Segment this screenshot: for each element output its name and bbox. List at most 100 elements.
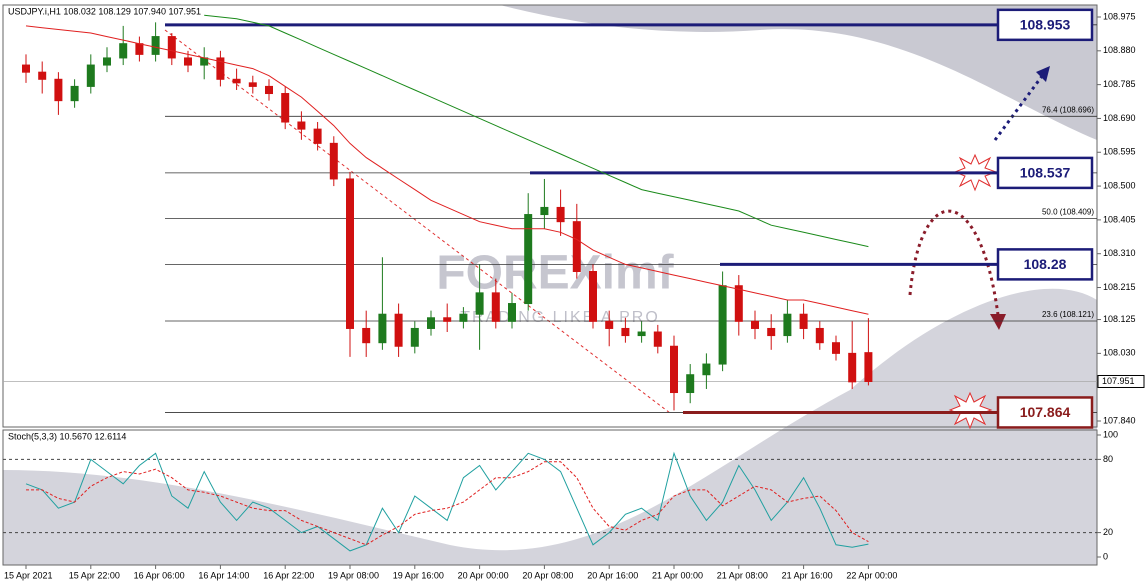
candle-body [508, 303, 516, 322]
y-tick-label: 108.975 [1103, 11, 1136, 21]
stoch-line [26, 461, 869, 546]
arrow [908, 209, 1000, 316]
level-label: 107.864 [1020, 404, 1071, 420]
bg-wave [500, 5, 1097, 140]
y-tick-label: 100 [1103, 429, 1118, 439]
candle-body [621, 327, 630, 337]
level-label: 108.953 [1020, 17, 1071, 33]
x-tick-label: 16 Apr 14:00 [198, 570, 249, 580]
candle-body [410, 327, 419, 347]
candle-body [394, 313, 403, 347]
moving-average [204, 14, 869, 248]
bg-wave [3, 288, 1097, 565]
arrow [993, 71, 1047, 141]
trend-line [164, 29, 671, 414]
x-tick-label: 15 Apr 2021 [4, 570, 53, 580]
candle-body [767, 327, 776, 337]
candle-body [151, 36, 160, 55]
candle-body [799, 313, 808, 329]
watermark: FOREXimf [436, 247, 674, 300]
fib-label: 23.6 (108.121) [1042, 310, 1094, 319]
stoch-header: Stoch(5,3,3) 10.5670 12.6114 [8, 431, 126, 441]
candle-body [864, 352, 873, 382]
candle-body [22, 64, 30, 73]
candle-body [86, 64, 95, 87]
y-tick-label: 108.215 [1103, 282, 1136, 292]
y-tick-label: 108.500 [1103, 180, 1136, 190]
candle-body [524, 214, 533, 305]
candle-body [815, 327, 824, 344]
level-box [996, 8, 1094, 42]
candle-body [70, 85, 79, 102]
candle-body [232, 78, 241, 84]
stoch-panel [2, 429, 1098, 566]
arrow-head [1036, 66, 1050, 82]
candle-body [605, 320, 614, 329]
y-tick-label: 80 [1103, 454, 1113, 464]
stoch-line [25, 451, 869, 552]
candle-body [848, 352, 857, 383]
candle-body [718, 285, 727, 365]
current-price-box [1097, 374, 1145, 388]
candle-body [297, 121, 306, 130]
candle-body [329, 142, 338, 180]
candle-body [378, 313, 387, 344]
candle-body [572, 221, 581, 273]
y-tick-label: 0 [1103, 551, 1108, 561]
x-tick-label: 21 Apr 16:00 [782, 570, 833, 580]
y-tick-label: 108.785 [1103, 79, 1136, 89]
candle-body [167, 36, 176, 59]
candle-body [54, 78, 63, 102]
arrow-head [990, 314, 1006, 330]
candle-body [313, 128, 322, 144]
candle-body [216, 57, 225, 80]
candle-body [103, 57, 111, 66]
x-tick-label: 15 Apr 22:00 [69, 570, 120, 580]
candle-body [637, 331, 646, 337]
starburst [948, 391, 993, 430]
main-panel [2, 4, 1098, 428]
x-tick-label: 21 Apr 00:00 [652, 570, 703, 580]
y-tick-label: 108.310 [1103, 248, 1136, 258]
candle-body [491, 292, 500, 322]
y-tick-label: 108.595 [1103, 147, 1136, 157]
y-tick-label: 108.125 [1103, 314, 1136, 324]
x-tick-label: 21 Apr 08:00 [717, 570, 768, 580]
level-label: 108.28 [1024, 256, 1067, 272]
fib-label: 76.4 (108.696) [1042, 105, 1094, 114]
candle-body [686, 374, 695, 394]
x-tick-label: 19 Apr 08:00 [328, 570, 379, 580]
candle-body [265, 85, 273, 95]
x-tick-label: 20 Apr 08:00 [522, 570, 573, 580]
candle-body [475, 292, 484, 315]
candle-body [443, 317, 452, 322]
x-tick-label: 16 Apr 22:00 [263, 570, 314, 580]
candle-body [540, 206, 549, 216]
candle-body [119, 43, 128, 59]
candle-body [200, 57, 209, 66]
candle-body [281, 93, 290, 123]
y-tick-label: 108.880 [1103, 45, 1136, 55]
chart-header: USDJPY.i,H1 108.032 108.129 107.940 107.… [8, 6, 201, 16]
candle-body [135, 43, 144, 55]
candle-body [427, 317, 435, 329]
fib-label: 50.0 (108.409) [1042, 208, 1094, 217]
candle-body [556, 206, 565, 223]
candle-body [751, 320, 759, 329]
current-price-label: 107.951 [1102, 376, 1135, 386]
candle-body [184, 57, 192, 66]
candle-body [653, 331, 662, 347]
candle-body [702, 363, 711, 376]
candle-body [459, 313, 468, 322]
candle-body [346, 178, 354, 329]
level-box [996, 156, 1094, 190]
level-label: 108.537 [1020, 165, 1071, 181]
y-tick-label: 108.690 [1103, 113, 1136, 123]
candle-body [362, 327, 371, 344]
watermark-tagline: TRADING LIKE A PRO [460, 309, 660, 326]
y-tick-label: 107.840 [1103, 415, 1136, 425]
candle-body [589, 271, 597, 322]
candle-body [734, 285, 743, 322]
candle-body [783, 313, 792, 337]
